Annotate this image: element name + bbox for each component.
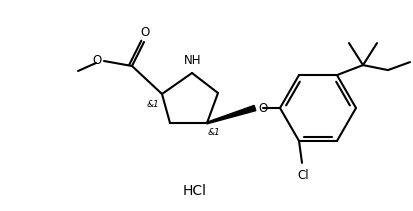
Text: NH: NH xyxy=(184,54,202,67)
Text: &1: &1 xyxy=(146,100,159,109)
Text: HCl: HCl xyxy=(183,184,207,198)
Text: O: O xyxy=(258,101,267,115)
Text: O: O xyxy=(93,54,102,66)
Text: Cl: Cl xyxy=(297,169,309,182)
Text: O: O xyxy=(140,26,150,39)
Polygon shape xyxy=(207,105,256,124)
Text: &1: &1 xyxy=(208,128,221,137)
